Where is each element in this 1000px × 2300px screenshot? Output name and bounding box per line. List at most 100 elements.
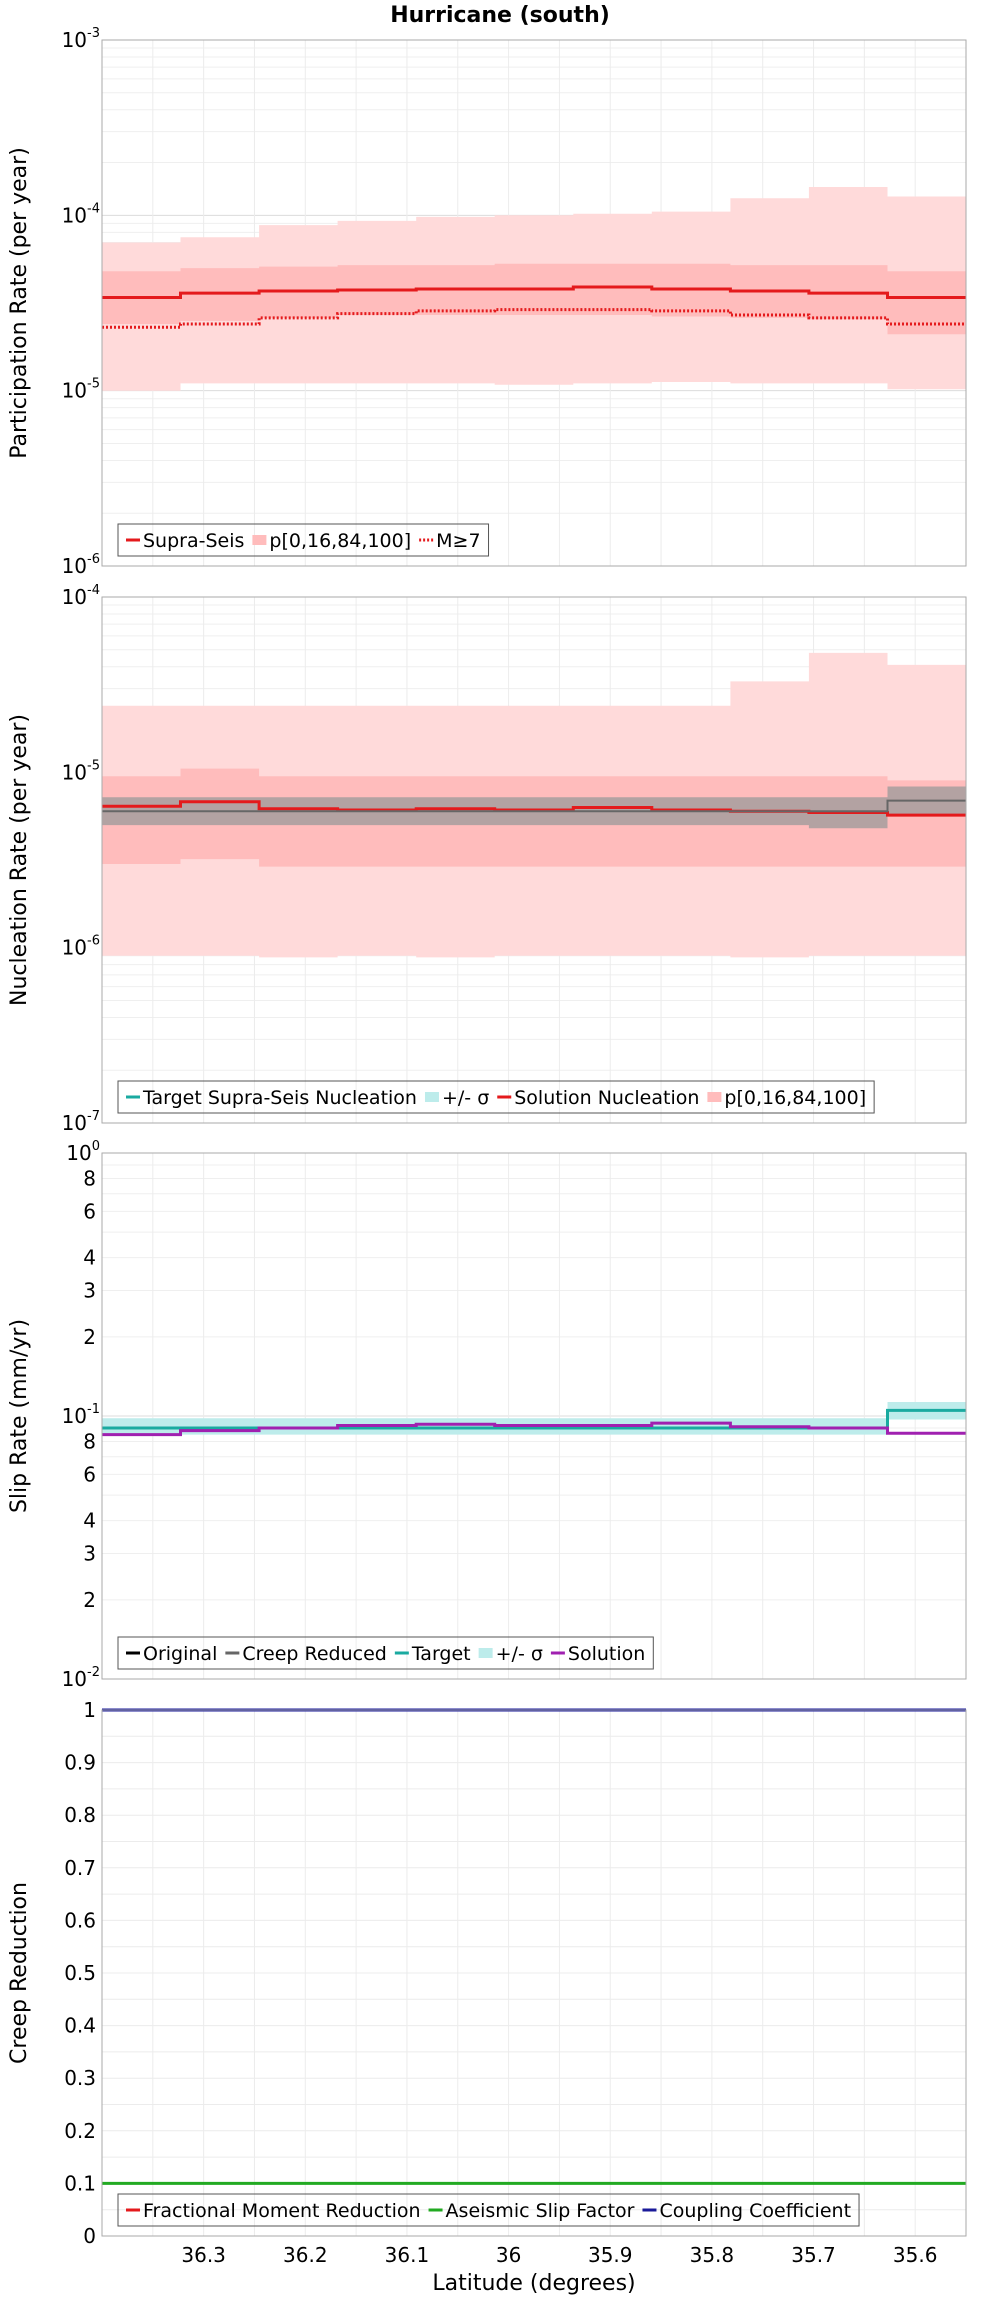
x-axis-label: Latitude (degrees)	[432, 2271, 635, 2296]
y-tick-label: 10-4	[62, 201, 100, 227]
legend-label: +/- σ	[496, 1643, 543, 1665]
y-tick-label: 10-4	[62, 583, 100, 609]
legend-item: +/- σ	[424, 1087, 489, 1109]
x-tick-label: 36.3	[181, 2243, 226, 2267]
legend-label: M≥7	[436, 530, 480, 552]
x-axis: 36.3 36.2 36.1 36 35.9 35.8 35.7 35.6	[181, 2243, 937, 2267]
x-tick-label: 35.9	[588, 2243, 633, 2267]
legend-label: Original	[143, 1643, 217, 1665]
legend-item: Target Supra-Seis Nucleation	[126, 1087, 417, 1109]
plot-frame	[101, 1709, 967, 2237]
y-tick-label: 4	[83, 1509, 96, 1533]
legend-box	[117, 2193, 860, 2227]
band-sigma	[102, 786, 966, 829]
x-tick-label: 35.7	[791, 2243, 836, 2267]
y-tick-label: 2	[83, 1588, 96, 1612]
legend-item: Fractional Moment Reduction	[126, 2200, 421, 2222]
legend-swatch	[424, 1092, 439, 1102]
legend-item: Aseismic Slip Factor	[428, 2200, 635, 2222]
legend-item: Target	[394, 1643, 471, 1665]
x-tick-label: 36	[496, 2243, 521, 2267]
y-axis: 10-4 10-5 10-6 10-7	[62, 583, 100, 1135]
panel-4: 1 0.9 0.8 0.7 0.6 0.5 0.4 0.3 0.2 0.1 0 Creep Reduc…	[7, 1698, 967, 2248]
y-tick-label: 0.1	[64, 2171, 96, 2195]
y-axis-label: Slip Rate (mm/yr)	[7, 1319, 32, 1513]
y-tick-label: 10-1	[62, 1402, 100, 1428]
legend-item: p[0,16,84,100]	[707, 1087, 866, 1109]
legend-label: Coupling Coefficient	[659, 2200, 851, 2222]
y-tick-label: 0.8	[64, 1803, 96, 1827]
legend-label: p[0,16,84,100]	[724, 1087, 866, 1109]
y-tick-label: 10-7	[62, 1109, 100, 1135]
gridlines	[102, 1709, 967, 2237]
legend-item: M≥7	[419, 530, 481, 552]
y-tick-label: 0.6	[64, 1908, 96, 1932]
y-tick-label: 10-5	[62, 758, 100, 784]
y-tick-label: 3	[83, 1279, 96, 1303]
legend-item: +/- σ	[478, 1643, 543, 1665]
y-tick-label: 100	[66, 1139, 100, 1165]
x-tick-label: 35.8	[690, 2243, 735, 2267]
y-axis: 1 0.9 0.8 0.7 0.6 0.5 0.4 0.3 0.2 0.1 0	[64, 1698, 96, 2248]
legend-label: Aseismic Slip Factor	[446, 2200, 635, 2222]
y-tick-label: 10-6	[62, 934, 100, 960]
legend-label: Fractional Moment Reduction	[143, 2200, 421, 2222]
y-tick-label: 0.7	[64, 1856, 96, 1880]
plot-frame	[101, 39, 967, 567]
legend: Fractional Moment Reduction Aseismic Slip…	[117, 2193, 860, 2227]
y-tick-label: 10-2	[62, 1665, 100, 1691]
legend-label: Solution	[568, 1643, 645, 1665]
gridlines	[102, 1153, 967, 1680]
x-tick-label: 36.2	[283, 2243, 328, 2267]
y-axis-label: Participation Rate (per year)	[7, 147, 32, 459]
y-tick-label: 0.4	[64, 2014, 96, 2038]
panels: 10-3 10-4 10-5 10-6 Participation Rate (per …	[7, 26, 967, 2248]
legend-label: Solution Nucleation	[514, 1087, 699, 1109]
y-tick-label: 2	[83, 1325, 96, 1349]
legend-box	[117, 1080, 875, 1114]
legend-item: Creep Reduced	[225, 1643, 387, 1665]
y-tick-label: 6	[83, 1462, 96, 1486]
legend-item: Solution	[550, 1643, 645, 1665]
y-tick-label: 3	[83, 1542, 96, 1566]
legend-item: Solution Nucleation	[497, 1087, 699, 1109]
y-axis: 10-3 10-4 10-5 10-6	[62, 26, 100, 578]
legend-item: Coupling Coefficient	[642, 2200, 851, 2222]
legend-label: Creep Reduced	[242, 1643, 386, 1665]
legend: Original Creep Reduced Target +/- σ Solution	[117, 1636, 654, 1670]
legend-item: p[0,16,84,100]	[252, 530, 411, 552]
legend-label: Target Supra-Seis Nucleation	[142, 1087, 417, 1109]
y-tick-label: 0.5	[64, 1961, 96, 1985]
y-tick-label: 6	[83, 1199, 96, 1223]
y-tick-label: 8	[83, 1166, 96, 1190]
y-tick-label: 10-3	[62, 26, 100, 52]
legend-box	[117, 523, 490, 557]
plot-frame	[101, 596, 967, 1124]
x-tick-label: 36.1	[385, 2243, 430, 2267]
chart-title: Hurricane (south)	[390, 3, 610, 28]
series-line	[102, 285, 966, 299]
y-tick-label: 10-6	[62, 552, 100, 578]
y-axis-label: Creep Reduction	[7, 1882, 32, 2064]
y-tick-label: 8	[83, 1429, 96, 1453]
series-line	[102, 308, 966, 329]
legend-swatch	[478, 1648, 493, 1658]
legend-label: Target	[411, 1643, 471, 1665]
y-tick-label: 10-5	[62, 377, 100, 403]
y-tick-label: 0	[83, 2224, 96, 2248]
series-line	[102, 1421, 966, 1437]
series-line	[102, 799, 966, 813]
panel-2: 10-4 10-5 10-6 10-7 Nucleation Rate (per yea…	[7, 583, 967, 1135]
legend-box	[117, 1636, 654, 1670]
legend-item: Original	[126, 1643, 217, 1665]
legend-item: Supra-Seis	[126, 530, 244, 552]
legend-swatch	[252, 535, 267, 545]
legend-label: +/- σ	[442, 1087, 489, 1109]
legend-label: p[0,16,84,100]	[269, 530, 411, 552]
y-tick-label: 0.2	[64, 2119, 96, 2143]
x-tick-label: 35.6	[893, 2243, 938, 2267]
y-tick-label: 0.3	[64, 2066, 96, 2090]
